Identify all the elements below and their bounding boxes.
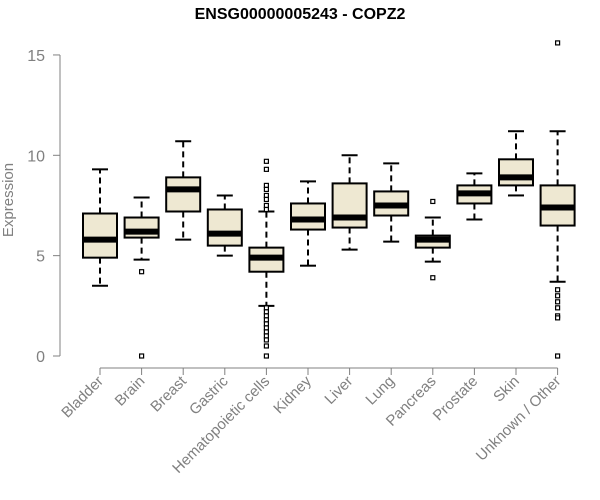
outlier-point: [263, 305, 269, 311]
outlier-point: [554, 40, 561, 46]
outlier-point: [263, 182, 269, 189]
outlier-point: [554, 315, 561, 321]
y-tick-label: 0: [36, 349, 45, 366]
outlier-point: [263, 196, 269, 203]
box-6: [331, 154, 368, 251]
box-8: [414, 198, 451, 281]
box-9: [456, 172, 493, 221]
y-tick-label: 10: [27, 148, 45, 165]
outlier-point: [139, 353, 145, 359]
iqr-box: [498, 158, 534, 187]
box-11: [539, 40, 576, 359]
x-tick-label: Kidney: [270, 372, 315, 417]
outlier-point: [263, 166, 269, 172]
outlier-point: [263, 333, 269, 339]
x-tick-label: Breast: [147, 372, 190, 415]
outlier-point: [430, 198, 436, 205]
iqr-box: [165, 176, 202, 213]
box-3: [206, 194, 243, 257]
x-tick-label: Lung: [362, 373, 398, 409]
outlier-point: [554, 299, 561, 305]
outlier-point: [554, 353, 561, 359]
outlier-point: [263, 313, 269, 319]
outlier-point: [263, 343, 269, 349]
x-tick-label: Prostate: [430, 373, 482, 425]
outlier-point: [263, 309, 269, 315]
box-5: [290, 180, 326, 267]
iqr-box: [290, 202, 326, 231]
outlier-point: [263, 186, 269, 193]
x-tick-label: Brain: [112, 373, 149, 410]
x-tick-label: Skin: [490, 373, 523, 406]
outlier-point: [263, 353, 269, 359]
outlier-point: [263, 337, 269, 343]
outlier-point: [263, 206, 269, 213]
outlier-point: [554, 287, 561, 293]
outlier-point: [263, 317, 269, 323]
iqr-box: [123, 216, 160, 239]
outlier-point: [430, 275, 436, 281]
outlier-point: [554, 305, 561, 311]
box-10: [498, 130, 534, 197]
y-axis-label: Expression: [0, 163, 17, 237]
x-tick-label: Liver: [321, 373, 356, 408]
iqr-box: [206, 208, 243, 247]
x-tick-label: Bladder: [58, 373, 107, 422]
box-7: [373, 162, 410, 243]
y-tick-label: 5: [36, 249, 45, 266]
y-axis: 0 5 10 15: [27, 48, 61, 366]
outlier-point: [263, 158, 269, 164]
outlier-point: [263, 329, 269, 335]
box-4: [248, 158, 285, 359]
outlier-point: [263, 321, 269, 327]
outlier-point: [263, 325, 269, 331]
outlier-point: [263, 202, 269, 209]
box-1: [123, 196, 160, 359]
box-0: [82, 168, 118, 287]
y-tick-label: 15: [27, 48, 45, 65]
outlier-point: [554, 293, 561, 299]
iqr-box: [82, 212, 118, 259]
outlier-point: [139, 269, 145, 275]
boxes-group: [82, 40, 576, 359]
iqr-box: [331, 182, 368, 229]
box-2: [165, 140, 202, 241]
chart-title: ENSG00000005243 - COPZ2: [194, 6, 406, 23]
outlier-point: [263, 192, 269, 199]
